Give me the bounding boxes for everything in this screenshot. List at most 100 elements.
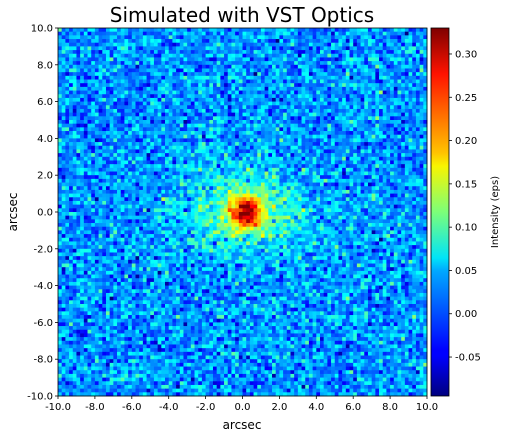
heatmap-cell [345,134,350,139]
heatmap-cell [235,167,240,172]
heatmap-cell [268,94,273,99]
heatmap-cell [253,145,258,150]
heatmap-cell [283,200,288,205]
heatmap-cell [124,68,129,73]
heatmap-cell [61,193,66,198]
heatmap-cell [69,79,74,84]
heatmap-cell [382,197,387,202]
heatmap-cell [401,149,406,154]
heatmap-cell [58,123,63,128]
heatmap-cell [360,197,365,202]
heatmap-cell [294,123,299,128]
heatmap-cell [80,175,85,180]
heatmap-cell [65,123,70,128]
heatmap-cell [312,164,317,169]
heatmap-cell [349,86,354,91]
heatmap-cell [58,193,63,198]
heatmap-cell [69,90,74,95]
heatmap-cell [91,175,96,180]
heatmap-cell [393,46,398,51]
heatmap-cell [364,131,369,136]
heatmap-cell [224,131,229,136]
heatmap-cell [212,90,218,95]
heatmap-cell [415,57,420,62]
heatmap-cell [72,138,77,143]
heatmap-cell [69,57,74,62]
heatmap-cell [120,208,125,213]
heatmap-cell [113,39,118,44]
heatmap-cell [139,178,144,183]
heatmap-cell [65,138,70,143]
heatmap-cell [404,186,409,191]
heatmap-cell [172,204,177,209]
heatmap-cell [338,57,343,62]
heatmap-cell [238,108,243,113]
heatmap-cell [161,75,166,80]
heatmap-cell [308,145,313,150]
heatmap-cell [216,160,221,165]
heatmap-cell [209,90,214,95]
heatmap-cell [216,97,221,102]
heatmap-cell [353,68,358,73]
heatmap-cell [264,90,269,95]
heatmap-cell [72,120,77,125]
heatmap-cell [364,197,369,202]
heatmap-cell [238,167,243,172]
heatmap-cell [327,156,332,161]
heatmap-cell [235,64,240,69]
heatmap-cell [72,131,77,136]
heatmap-cell [157,131,162,136]
heatmap-cell [198,178,203,183]
heatmap-cell [190,186,195,191]
heatmap-cell [286,83,291,88]
heatmap-cell [301,208,306,213]
heatmap-cell [419,75,424,80]
heatmap-cell [87,57,92,62]
heatmap-cell [194,79,199,84]
heatmap-cell [165,160,170,165]
heatmap-cell [297,108,302,113]
heatmap-cell [201,120,206,125]
heatmap-cell [360,123,365,128]
heatmap-cell [198,182,203,187]
heatmap-cell [165,101,170,106]
heatmap-cell [338,97,343,102]
heatmap-cell [412,171,417,176]
heatmap-cell [135,50,140,55]
heatmap-cell [327,127,332,132]
heatmap-cell [161,61,166,66]
heatmap-cell [142,94,147,99]
heatmap-cell [257,75,262,80]
heatmap-cell [323,189,328,194]
heatmap-cell [124,131,129,136]
heatmap-cell [342,28,347,33]
heatmap-cell [323,204,328,209]
heatmap-cell [176,116,181,121]
heatmap-cell [367,50,372,55]
heatmap-cell [393,108,398,113]
heatmap-cell [235,127,240,132]
heatmap-cell [286,171,291,176]
heatmap-cell [80,57,85,62]
heatmap-cell [364,204,369,209]
heatmap-cell [393,182,398,187]
heatmap-cell [279,86,284,91]
heatmap-cell [65,167,70,172]
heatmap-cell [117,193,122,198]
heatmap-cell [246,178,251,183]
heatmap-cell [345,127,350,132]
heatmap-cell [294,178,299,183]
heatmap-cell [83,42,88,47]
heatmap-cell [72,112,77,117]
heatmap-cell [91,204,96,209]
heatmap-cell [205,149,210,154]
heatmap-cell [98,101,103,106]
heatmap-cell [179,31,184,36]
heatmap-cell [128,193,133,198]
heatmap-cell [168,68,173,73]
heatmap-cell [404,149,409,154]
heatmap-cell [379,86,384,91]
heatmap-cell [353,112,358,117]
heatmap-cell [375,138,380,143]
heatmap-cell [113,167,118,172]
